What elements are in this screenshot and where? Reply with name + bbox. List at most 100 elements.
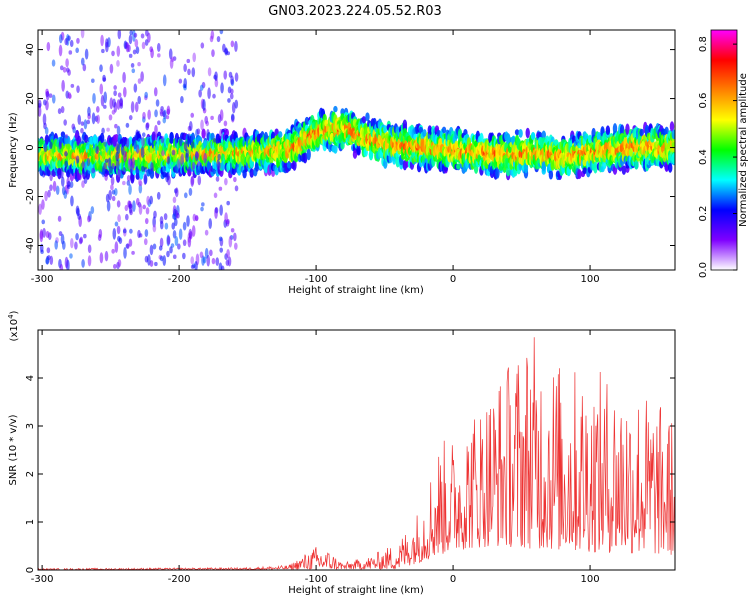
- spectrogram-noise: [116, 225, 121, 235]
- spectrogram-noise: [68, 50, 73, 55]
- spectrogram-noise: [233, 176, 237, 183]
- spectrogram-noise: [119, 98, 123, 107]
- spectrogram-noise: [113, 187, 118, 196]
- spectrogram-noise: [130, 161, 134, 173]
- spectrogram-noise: [197, 175, 202, 186]
- spectrogram-noise: [140, 146, 145, 159]
- spectrogram-noise: [114, 123, 118, 129]
- spectrogram-noise: [150, 162, 154, 172]
- spectrogram-noise: [96, 106, 100, 113]
- spectrogram-noise: [101, 48, 105, 54]
- spectrogram-noise: [223, 127, 228, 134]
- spectrogram-cell: [98, 140, 103, 152]
- spectrogram-noise: [111, 195, 116, 202]
- spectrogram-cell: [92, 134, 98, 145]
- spectrogram-noise: [64, 256, 69, 269]
- spectrogram-cell: [530, 132, 536, 141]
- spectrogram-cell: [525, 127, 530, 139]
- spectrogram-noise: [154, 124, 158, 135]
- spectrogram-cell: [402, 119, 408, 130]
- spectrogram-noise: [200, 206, 204, 212]
- spectrogram-noise: [116, 200, 121, 208]
- spectrogram-noise: [180, 153, 185, 166]
- colorbar-tick-label: 0.0: [698, 262, 709, 278]
- spectrogram-noise: [102, 77, 107, 82]
- spectrogram-noise: [63, 190, 68, 199]
- spectrogram-cell: [114, 134, 119, 142]
- spectrogram-noise: [123, 86, 127, 98]
- colorbar-tick-label: 0.4: [698, 149, 709, 165]
- spectrogram-noise: [192, 52, 197, 63]
- spectrogram-noise: [182, 252, 186, 260]
- spectrogram-noise: [157, 53, 161, 58]
- spectrogram-noise: [128, 200, 132, 210]
- spectrogram-noise: [183, 192, 188, 199]
- spectrogram-noise: [69, 39, 74, 48]
- spectrogram-cell: [286, 161, 292, 169]
- colorbar-label: Normalized spectral amplitude: [738, 73, 749, 227]
- spectrogram-noise: [122, 180, 126, 186]
- spectrogram-noise: [143, 174, 148, 185]
- y-tick-label: -40: [25, 237, 36, 253]
- spectrogram-noise: [99, 252, 104, 264]
- spectrogram-cell: [83, 134, 89, 143]
- spectrogram-noise: [188, 187, 193, 196]
- spectrogram-noise: [219, 128, 223, 140]
- spectrogram-noise: [178, 228, 183, 240]
- spectrogram-noise: [77, 114, 82, 125]
- spectrogram-cell: [274, 165, 279, 176]
- spectrogram-noise: [137, 229, 141, 239]
- spectrogram-noise: [215, 176, 220, 182]
- spectrogram-noise: [57, 108, 62, 115]
- spectrogram-noise: [230, 113, 235, 121]
- spectrogram-noise: [160, 106, 164, 112]
- spectrogram-noise: [164, 222, 169, 230]
- spectrogram-noise: [230, 88, 234, 95]
- spectrogram-noise: [109, 63, 114, 74]
- spectrogram-cell: [361, 116, 367, 124]
- spectrogram-cell: [383, 125, 388, 134]
- spectrogram-noise: [65, 58, 69, 68]
- spectrogram-noise: [55, 185, 60, 195]
- spectrogram-noise: [216, 159, 220, 170]
- spectrogram-noise: [204, 247, 209, 259]
- spectrogram-cell: [518, 128, 523, 138]
- spectrogram-noise: [166, 250, 170, 258]
- spectrogram-noise: [142, 204, 147, 210]
- spectrogram-noise: [41, 199, 45, 210]
- spectrogram-noise: [211, 49, 215, 58]
- spectrogram-noise: [77, 213, 81, 220]
- spectrogram-noise: [140, 33, 145, 39]
- spectrogram-noise: [229, 93, 234, 100]
- spectrogram-noise: [226, 200, 230, 206]
- spectrogram-noise: [162, 74, 167, 87]
- spectrogram-noise: [137, 62, 141, 67]
- spectrogram-noise: [106, 200, 111, 212]
- spectrogram-noise: [219, 247, 224, 253]
- spectrogram-noise: [76, 37, 80, 44]
- spectrogram-noise: [123, 247, 127, 259]
- spectrogram-noise: [144, 217, 149, 225]
- spectrogram-cell: [151, 131, 156, 142]
- spectrogram-noise: [156, 191, 161, 200]
- spectrogram-noise: [86, 157, 91, 167]
- spectrogram-noise: [117, 92, 122, 98]
- spectrogram-noise: [132, 200, 136, 212]
- spectrogram-noise: [64, 134, 69, 139]
- spectrogram-noise: [213, 192, 218, 199]
- spectrogram-cell: [99, 132, 105, 144]
- spectrogram-noise: [138, 178, 142, 186]
- spectrogram-cells: [38, 30, 675, 270]
- y-tick-label: 0: [25, 567, 36, 573]
- spectrogram-noise: [111, 248, 115, 254]
- spectrogram-noise: [162, 255, 167, 266]
- spectrogram-noise: [225, 259, 230, 266]
- spectrogram-noise: [41, 170, 46, 178]
- spectrogram-noise: [209, 35, 214, 43]
- spectrogram-x-label: Height of straight line (km): [288, 285, 424, 296]
- spectrogram-noise: [143, 166, 148, 173]
- spectrogram-noise: [189, 121, 193, 132]
- snr-x-label: Height of straight line (km): [288, 585, 424, 596]
- spectrogram-noise: [80, 30, 85, 39]
- snr-y-multiplier-base: (x10: [9, 319, 20, 342]
